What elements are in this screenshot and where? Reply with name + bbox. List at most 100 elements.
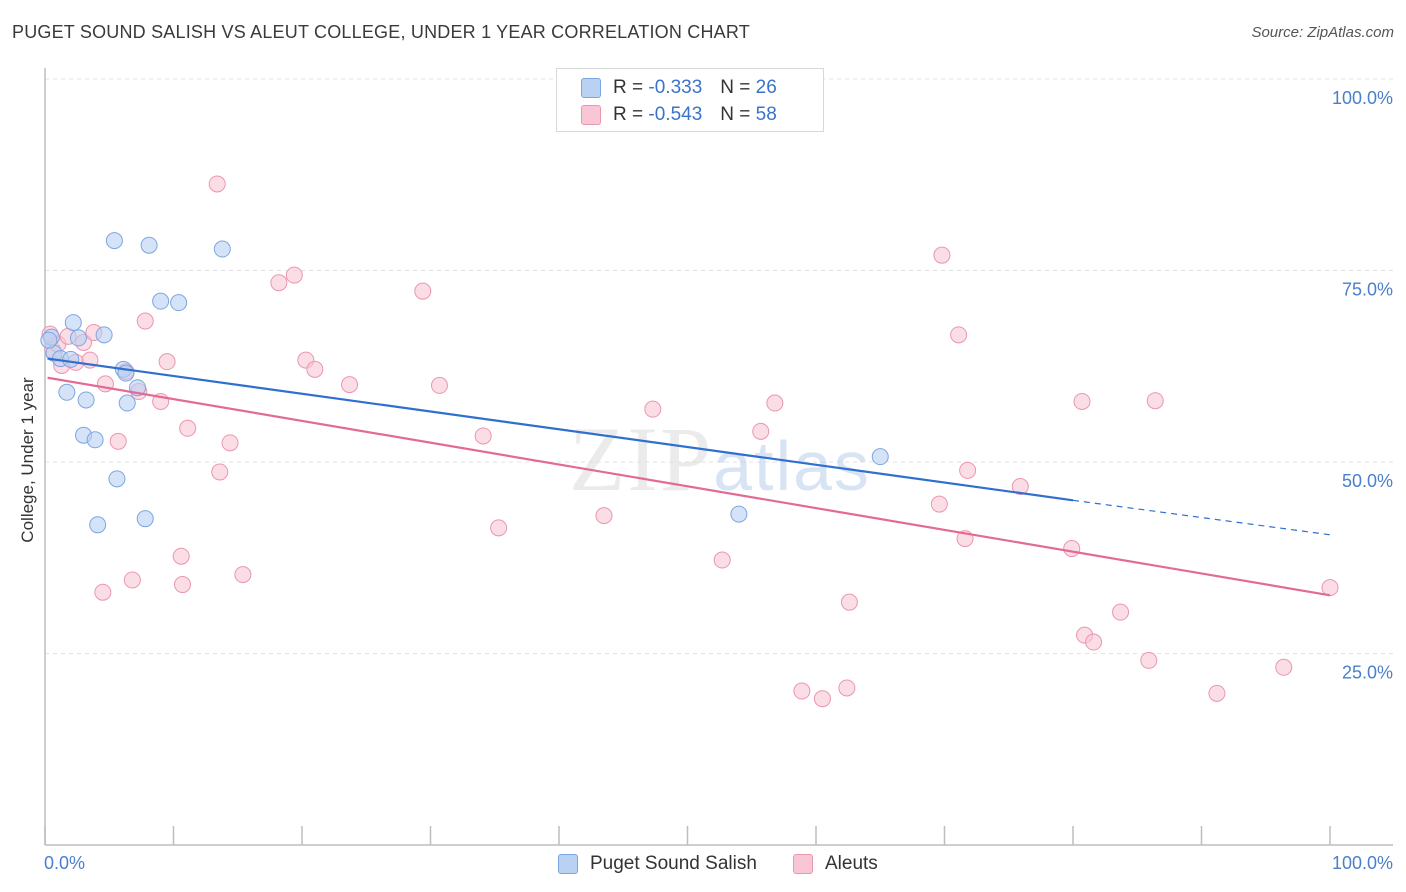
aleut-point bbox=[1275, 658, 1293, 676]
aleut-point bbox=[490, 519, 508, 537]
salish-trend-line bbox=[47, 357, 1074, 502]
aleut-point bbox=[208, 175, 226, 193]
aleut-point bbox=[1112, 603, 1130, 621]
chart-title: PUGET SOUND SALISH VS ALEUT COLLEGE, UND… bbox=[12, 22, 750, 42]
data-points bbox=[40, 175, 1339, 708]
salish-point bbox=[213, 240, 231, 258]
aleut-point bbox=[136, 312, 154, 330]
aleut-point bbox=[158, 353, 176, 371]
salish-point bbox=[152, 292, 170, 310]
salish-point bbox=[118, 394, 136, 412]
y-tick-label: 50.0% bbox=[1342, 471, 1393, 491]
aleut-point bbox=[221, 434, 239, 452]
salish-point bbox=[170, 294, 188, 312]
aleut-point bbox=[959, 461, 977, 479]
salish-point bbox=[108, 470, 126, 488]
grid-lines bbox=[45, 78, 1393, 654]
salish-point bbox=[140, 236, 158, 254]
aleut-point bbox=[1146, 392, 1164, 410]
y-axis-title: College, Under 1 year bbox=[18, 377, 37, 543]
aleut-point bbox=[270, 274, 288, 292]
legend-swatch-aleuts bbox=[793, 854, 813, 874]
salish-point bbox=[77, 391, 95, 409]
aleut-point bbox=[950, 326, 968, 344]
aleut-point bbox=[813, 690, 831, 708]
tick-labels: 25.0% 50.0% 75.0% 100.0% 0.0% 100.0% bbox=[44, 88, 1393, 873]
legend-r-label: R = bbox=[613, 104, 644, 125]
aleut-point bbox=[752, 422, 770, 440]
aleut-point bbox=[1085, 633, 1103, 651]
aleut-point bbox=[172, 547, 190, 565]
aleut-point bbox=[474, 427, 492, 445]
aleut-point bbox=[285, 266, 303, 284]
aleut-point bbox=[414, 282, 432, 300]
legend-r-label: R = bbox=[613, 77, 644, 98]
aleut-point bbox=[838, 679, 856, 697]
aleut-point bbox=[1011, 478, 1029, 496]
aleut-point bbox=[430, 376, 448, 394]
aleut-point bbox=[341, 376, 359, 394]
aleut-point bbox=[109, 432, 127, 450]
aleut-point bbox=[793, 682, 811, 700]
aleut-point bbox=[1140, 651, 1158, 669]
aleut-point bbox=[94, 583, 112, 601]
salish-point bbox=[730, 505, 748, 523]
aleut-point bbox=[930, 495, 948, 513]
aleut-point bbox=[766, 394, 784, 412]
legend-n-value: 58 bbox=[755, 104, 777, 125]
legend-swatch-salish bbox=[558, 854, 578, 874]
salish-point bbox=[64, 314, 82, 332]
salish-point bbox=[86, 431, 104, 449]
aleut-point bbox=[123, 571, 141, 589]
salish-point bbox=[136, 510, 154, 528]
y-tick-label: 100.0% bbox=[1332, 88, 1393, 108]
aleut-point bbox=[1208, 684, 1226, 702]
salish-point bbox=[58, 383, 76, 401]
aleut-trend-line bbox=[47, 376, 1331, 597]
legend-row-salish: R = -0.333 N = 26 bbox=[581, 77, 777, 99]
legend-r-value: -0.333 bbox=[648, 77, 703, 98]
watermark: ZIPatlas bbox=[569, 408, 871, 510]
aleut-point bbox=[1321, 579, 1339, 597]
aleut-point bbox=[179, 419, 197, 437]
aleut-point bbox=[713, 551, 731, 569]
aleut-point bbox=[1073, 392, 1091, 410]
legend-n-value: 26 bbox=[755, 77, 777, 98]
salish-point bbox=[95, 326, 113, 344]
salish-point bbox=[62, 350, 80, 368]
legend-swatch-salish bbox=[581, 78, 601, 98]
salish-point bbox=[89, 516, 107, 534]
aleut-point bbox=[840, 593, 858, 611]
legend-label-aleuts: Aleuts bbox=[825, 853, 878, 874]
x-tick-label: 0.0% bbox=[44, 853, 85, 873]
aleut-point bbox=[644, 400, 662, 418]
aleut-point bbox=[595, 507, 613, 525]
legend-item-salish[interactable]: Puget Sound Salish bbox=[558, 852, 757, 876]
legend-n-label: N = bbox=[720, 77, 751, 98]
aleut-point bbox=[234, 566, 252, 584]
trend-lines bbox=[47, 357, 1331, 597]
axes bbox=[44, 68, 1393, 846]
salish-point bbox=[105, 232, 123, 250]
salish-trend-extension bbox=[1072, 499, 1331, 536]
legend-stats: R = -0.333 N = 26 R = -0.543 N = 58 bbox=[556, 68, 824, 132]
legend-swatch-aleuts bbox=[581, 105, 601, 125]
legend-r-value: -0.543 bbox=[648, 104, 703, 125]
legend-row-aleuts: R = -0.543 N = 58 bbox=[581, 104, 777, 126]
aleut-point bbox=[1063, 540, 1081, 558]
aleut-point bbox=[933, 246, 951, 264]
salish-point bbox=[871, 448, 889, 466]
salish-point bbox=[69, 329, 87, 347]
aleut-point bbox=[306, 360, 324, 378]
x-tick-label: 100.0% bbox=[1332, 853, 1393, 873]
aleut-point bbox=[211, 463, 229, 481]
y-tick-label: 25.0% bbox=[1342, 663, 1393, 683]
aleut-point bbox=[173, 576, 191, 594]
y-tick-label: 75.0% bbox=[1342, 280, 1393, 300]
salish-point bbox=[40, 331, 58, 349]
legend-n-label: N = bbox=[720, 104, 751, 125]
legend-item-aleuts[interactable]: Aleuts bbox=[793, 852, 878, 876]
legend-label-salish: Puget Sound Salish bbox=[590, 853, 757, 874]
source-credit: Source: ZipAtlas.com bbox=[1251, 24, 1394, 41]
